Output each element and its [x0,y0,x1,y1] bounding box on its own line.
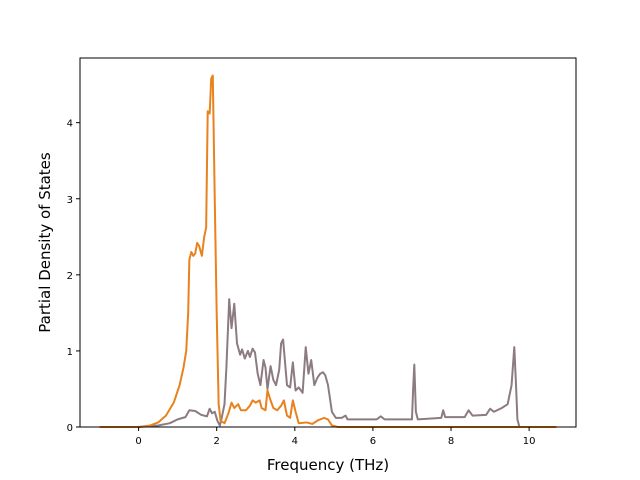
y-tick-label: 4 [67,119,73,130]
x-tick-label: 6 [370,436,376,447]
series-layer [99,74,557,428]
x-tick-label: 8 [448,436,454,447]
x-tick-label: 2 [214,436,220,447]
series-line-1 [99,298,557,428]
y-axis-label: Partial Density of States [36,152,54,333]
x-tick-label: 0 [135,436,141,447]
y-tick-label: 3 [67,195,73,206]
x-tick-label: 10 [523,436,536,447]
x-tick-label: 4 [292,436,298,447]
y-tick-label: 0 [67,423,73,434]
plot-frame [79,57,577,428]
series-line-2 [99,74,557,428]
tick-layer: 0 2 4 6 8 10 0 1 2 3 4 [67,119,536,447]
x-axis-label: Frequency (THz) [267,456,389,474]
y-tick-label: 1 [67,347,73,358]
y-tick-label: 2 [67,271,73,282]
